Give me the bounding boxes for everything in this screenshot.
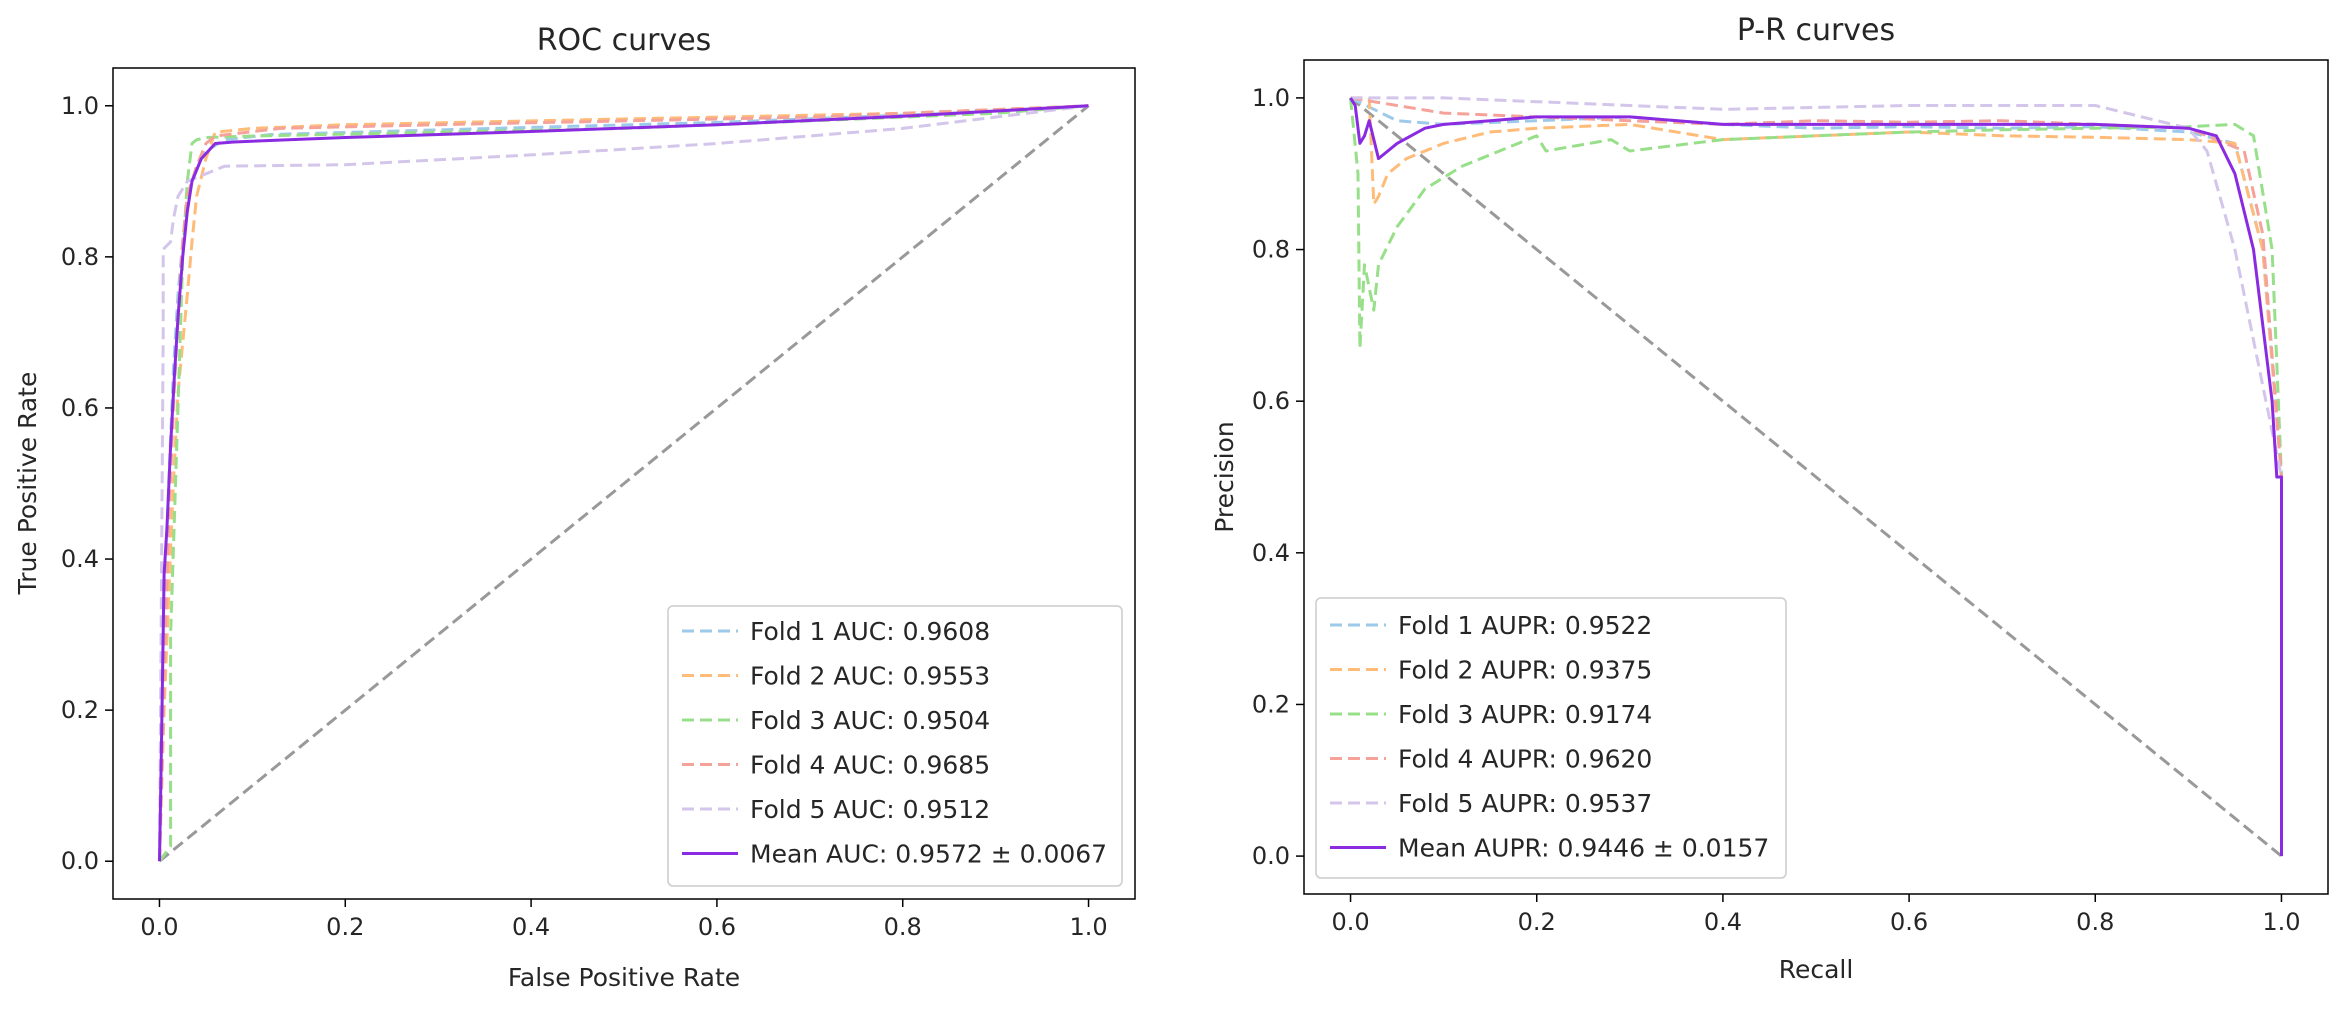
roc-legend-entry: Fold 5 AUC: 0.9512	[750, 795, 990, 824]
pr-legend-entry: Fold 5 AUPR: 0.9537	[1398, 789, 1652, 818]
roc-title: ROC curves	[537, 23, 712, 58]
roc-y-tick-label: 1.0	[61, 92, 99, 120]
roc-fold-1-line	[158, 104, 1089, 862]
pr-x-tick-label: 1.0	[2262, 908, 2300, 936]
roc-x-tick-label: 1.0	[1069, 913, 1107, 941]
roc-y-tick-label: 0.8	[61, 243, 99, 271]
pr-fold-3-line	[1349, 97, 2283, 478]
pr-legend: Fold 1 AUPR: 0.9522 Fold 2 AUPR: 0.9375 Fo…	[1315, 597, 1787, 879]
pr-legend-entry: Fold 2 AUPR: 0.9375	[1398, 656, 1652, 685]
pr-mean-line	[1349, 97, 2283, 857]
pr-title: P-R curves	[1737, 13, 1895, 48]
roc-baseline-line	[158, 104, 1090, 863]
pr-y-axis-label: Precision	[1210, 421, 1239, 533]
pr-x-axis-label: Recall	[1779, 955, 1854, 984]
pr-fold-5-line	[1350, 96, 2283, 478]
roc-legend: Fold 1 AUC: 0.9608 Fold 2 AUC: 0.9553 Fold…	[667, 605, 1123, 887]
roc-x-tick-label: 0.6	[698, 913, 736, 941]
roc-legend-entry: Fold 3 AUC: 0.9504	[750, 706, 990, 735]
pr-legend-entry: Fold 1 AUPR: 0.9522	[1398, 611, 1652, 640]
pr-y-tick-label: 0.2	[1252, 690, 1290, 718]
roc-y-tick-label: 0.4	[61, 545, 99, 573]
pr-y-tick-label: 0.8	[1252, 236, 1290, 264]
pr-legend-entry: Fold 3 AUPR: 0.9174	[1398, 700, 1652, 729]
pr-y-tick-label: 0.4	[1252, 539, 1290, 567]
pr-legend-box	[1315, 597, 1787, 879]
pr-chart: P-R curves 0.0 0.0 0.2 0.2 0.4 0.4 0.6 0.6 0.8 0.…	[1210, 13, 2329, 984]
roc-mean-line	[158, 104, 1089, 862]
roc-x-axis-label: False Positive Rate	[508, 963, 740, 992]
roc-x-tick-label: 0.4	[512, 913, 550, 941]
roc-fold-2-line	[158, 104, 1089, 862]
roc-y-tick-label: 0.2	[61, 696, 99, 724]
pr-x-tick-label: 0.6	[1890, 908, 1928, 936]
pr-fold-2-line	[1350, 96, 2283, 478]
pr-x-tick-label: 0.2	[1518, 908, 1556, 936]
roc-legend-entry: Fold 1 AUC: 0.9608	[750, 617, 990, 646]
roc-legend-entry: Fold 4 AUC: 0.9685	[750, 751, 990, 780]
roc-y-tick-label: 0.0	[61, 847, 99, 875]
roc-fold-5-line	[158, 104, 1089, 862]
pr-baseline-line	[1349, 96, 2283, 858]
pr-x-tick-label: 0.4	[1704, 908, 1742, 936]
roc-x-tick-label: 0.0	[140, 913, 178, 941]
pr-y-tick-label: 0.6	[1252, 387, 1290, 415]
roc-legend-box	[667, 605, 1123, 887]
roc-legend-entry: Fold 2 AUC: 0.9553	[750, 662, 990, 691]
pr-legend-entry: Mean AUPR: 0.9446 ± 0.0157	[1398, 834, 1769, 863]
pr-legend-entry: Fold 4 AUPR: 0.9620	[1398, 745, 1652, 774]
pr-x-tick-label: 0.8	[2076, 908, 2114, 936]
roc-legend-entry: Mean AUC: 0.9572 ± 0.0067	[750, 840, 1107, 869]
roc-y-axis-label: True Positive Rate	[13, 372, 42, 596]
roc-x-tick-label: 0.8	[884, 913, 922, 941]
pr-x-tick-label: 0.0	[1331, 908, 1369, 936]
roc-chart: ROC curves 0.0 0.0 0.2 0.2 0.4 0.4 0.6 0.6 0.8 0.…	[13, 23, 1136, 992]
roc-y-tick-label: 0.6	[61, 394, 99, 422]
pr-y-tick-label: 1.0	[1252, 84, 1290, 112]
roc-x-tick-label: 0.2	[326, 913, 364, 941]
pr-y-tick-label: 0.0	[1252, 842, 1290, 870]
